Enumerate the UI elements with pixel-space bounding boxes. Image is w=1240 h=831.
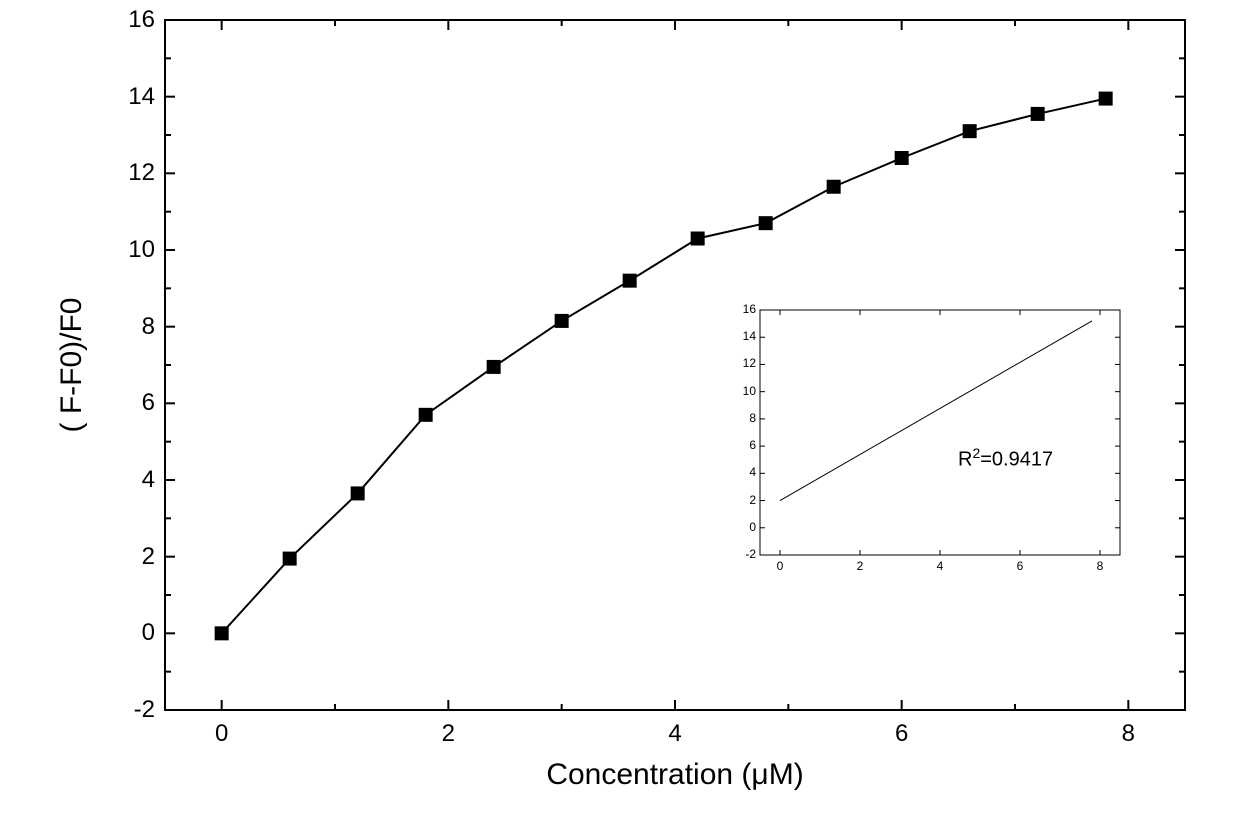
- y-tick-label: 6: [105, 389, 155, 417]
- y-tick-label: 14: [105, 83, 155, 111]
- inset-y-tick-label: 0: [726, 520, 756, 534]
- r-squared-label: R2=0.9417: [958, 445, 1053, 472]
- x-tick-label: 0: [202, 720, 242, 748]
- inset-y-tick-label: 4: [726, 465, 756, 479]
- y-tick-label: 4: [105, 466, 155, 494]
- r2-prefix: R: [958, 448, 972, 470]
- x-axis-label: Concentration (μM): [475, 758, 875, 792]
- inset-x-tick-label: 4: [930, 559, 950, 573]
- x-tick-label: 4: [655, 720, 695, 748]
- y-tick-label: 16: [105, 6, 155, 34]
- y-tick-label: -2: [105, 696, 155, 724]
- inset-y-tick-label: -2: [726, 547, 756, 561]
- inset-y-tick-label: 12: [726, 356, 756, 370]
- y-tick-label: 0: [105, 619, 155, 647]
- inset-y-tick-label: 16: [726, 302, 756, 316]
- y-tick-label: 10: [105, 236, 155, 264]
- inset-x-tick-label: 2: [850, 559, 870, 573]
- inset-x-tick-label: 8: [1090, 559, 1110, 573]
- y-tick-label: 12: [105, 159, 155, 187]
- r2-suffix: =0.9417: [980, 448, 1053, 470]
- y-tick-label: 2: [105, 543, 155, 571]
- inset-x-tick-label: 6: [1010, 559, 1030, 573]
- x-tick-label: 2: [428, 720, 468, 748]
- chart-svg: [0, 0, 1240, 831]
- inset-y-tick-label: 10: [726, 384, 756, 398]
- x-tick-label: 6: [882, 720, 922, 748]
- inset-y-tick-label: 2: [726, 493, 756, 507]
- inset-y-tick-label: 8: [726, 411, 756, 425]
- inset-x-tick-label: 0: [770, 559, 790, 573]
- inset-y-tick-label: 14: [726, 329, 756, 343]
- y-axis-label: ( F-F0)/F0: [55, 215, 89, 515]
- chart-container: Concentration (μM) ( F-F0)/F0 R2=0.9417 …: [0, 0, 1240, 831]
- x-tick-label: 8: [1108, 720, 1148, 748]
- inset-y-tick-label: 6: [726, 438, 756, 452]
- y-tick-label: 8: [105, 313, 155, 341]
